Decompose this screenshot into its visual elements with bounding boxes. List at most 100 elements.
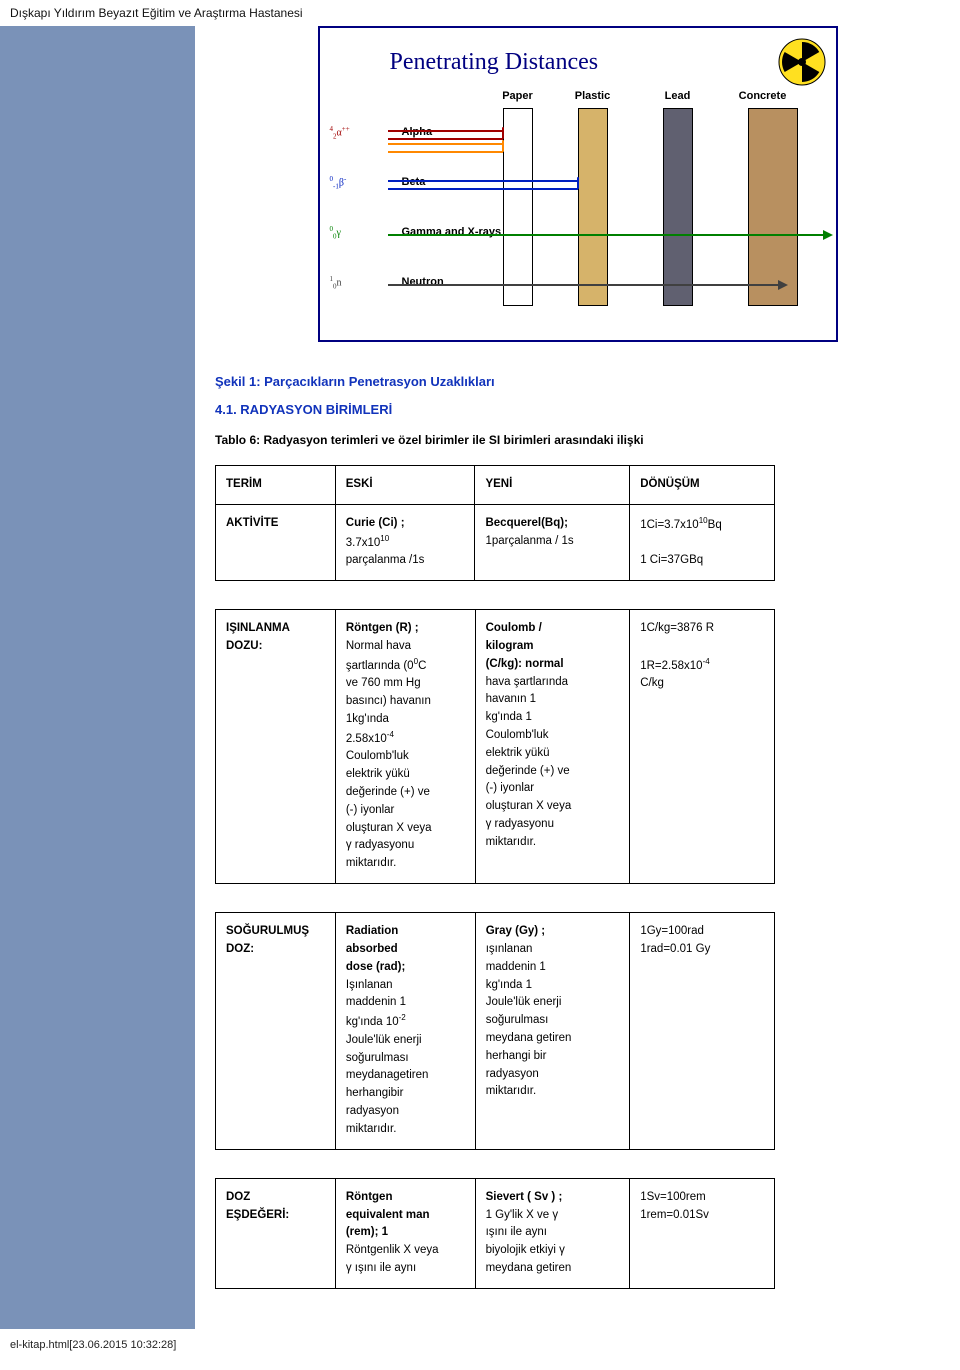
txt: IŞINLANMA — [226, 622, 290, 634]
table-row: DOZ EŞDEĞERİ: Röntgen equivalent man (re… — [216, 1178, 775, 1288]
activity-new-label: Becquerel(Bq); — [485, 517, 567, 529]
txt: (-) iyonlar — [346, 804, 395, 816]
txt: (C/kg): normal — [486, 658, 564, 670]
txt: maddenin 1 — [486, 961, 546, 973]
main-layout: Penetrating Distances Paper — [0, 26, 960, 1329]
table-row: IŞINLANMA DOZU: Röntgen (R) ; Normal hav… — [216, 610, 775, 884]
gamma-label: Gamma and X-rays — [402, 224, 502, 241]
header-donusum: DÖNÜŞÜM — [630, 466, 775, 505]
txt: 2.58x10 — [346, 733, 387, 745]
barrier-paper — [503, 108, 533, 306]
txt: ışını ile aynı — [486, 1226, 547, 1238]
txt: Radiation — [346, 925, 398, 937]
txt: Normal hava — [346, 640, 411, 652]
header-yeni: YENİ — [475, 466, 630, 505]
equiv-old: Röntgen equivalent man (rem); 1 Röntgenl… — [335, 1178, 475, 1288]
table-row: SOĞURULMUŞ DOZ: Radiation absorbed dose … — [216, 913, 775, 1150]
arrow-right-icon — [823, 230, 833, 240]
txt: 1Sv=100rem — [640, 1191, 706, 1203]
table-caption: Tablo 6: Radyasyon terimleri ve özel bir… — [215, 431, 940, 449]
txt: Coulomb / — [486, 622, 542, 634]
absorbed-old: Radiation absorbed dose (rad); Işınlanan… — [335, 913, 475, 1150]
txt: değerinde (+) ve — [486, 765, 570, 777]
barrier-concrete — [748, 108, 798, 306]
txt: biyolojik etkiyi γ — [486, 1244, 565, 1256]
txt: Joule'lük enerji — [486, 996, 562, 1008]
table-row: AKTİVİTE Curie (Ci) ; 3.7x1010 parçalanm… — [216, 504, 775, 580]
equiv-conv: 1Sv=100rem 1rem=0.01Sv — [630, 1178, 775, 1288]
txt: Gray (Gy) ; — [486, 925, 545, 937]
barrier-label-lead: Lead — [648, 88, 708, 105]
activity-old: Curie (Ci) ; 3.7x1010 parçalanma /1s — [335, 504, 475, 580]
activity-term: AKTİVİTE — [216, 504, 336, 580]
txt: maddenin 1 — [346, 996, 406, 1008]
txt: oluşturan X veya — [486, 800, 572, 812]
beta-prefix: 0-1β- — [330, 174, 347, 192]
txt: meydana getiren — [486, 1262, 572, 1274]
txt: 1C/kg=3876 R — [640, 622, 714, 634]
txt: Coulomb'luk — [346, 750, 409, 762]
txt: kilogram — [486, 640, 534, 652]
radiation-trefoil-icon — [778, 38, 826, 86]
penetration-diagram: Penetrating Distances Paper — [318, 26, 838, 342]
gamma-track — [388, 234, 828, 236]
txt: Röntgen (R) ; — [346, 622, 419, 634]
txt: soğurulması — [486, 1014, 549, 1026]
txt: C/kg — [640, 677, 664, 689]
table-row: TERİM ESKİ YENİ DÖNÜŞÜM — [216, 466, 775, 505]
txt: 1 Gy'lik X ve γ — [486, 1209, 559, 1221]
txt: soğurulması — [346, 1052, 409, 1064]
txt: 1 Ci=37GBq — [640, 554, 703, 566]
txt: DOZU: — [226, 640, 262, 652]
activity-conv: 1Ci=3.7x1010Bq 1 Ci=37GBq — [630, 504, 775, 580]
txt: EŞDEĞERİ: — [226, 1209, 289, 1221]
txt: 1Ci=3.7x10 — [640, 519, 699, 531]
txt: ışınlanan — [486, 943, 533, 955]
barrier-lead — [663, 108, 693, 306]
txt: 1rem=0.01Sv — [640, 1209, 709, 1221]
exposure-term: IŞINLANMA DOZU: — [216, 610, 336, 884]
txt: (-) iyonlar — [486, 782, 535, 794]
txt: SOĞURULMUŞ — [226, 925, 309, 937]
txt: dose (rad); — [346, 961, 405, 973]
activity-old-label: Curie (Ci) ; — [346, 517, 405, 529]
txt: miktarıdır. — [346, 1123, 396, 1135]
neutron-label: Neutron — [402, 274, 444, 291]
txt: hava şartlarında — [486, 676, 568, 688]
txt: (rem); 1 — [346, 1226, 388, 1238]
txt: 1kg'ında — [346, 713, 389, 725]
figure-caption: Şekil 1: Parçacıkların Penetrasyon Uzakl… — [215, 372, 940, 392]
barrier-label-paper: Paper — [488, 88, 548, 105]
txt: havanın 1 — [486, 693, 537, 705]
units-table-1: TERİM ESKİ YENİ DÖNÜŞÜM AKTİVİTE Curie (… — [215, 465, 775, 581]
txt: Röntgen — [346, 1191, 393, 1203]
txt: 1rad=0.01 Gy — [640, 943, 710, 955]
exposure-new: Coulomb / kilogram (C/kg): normal hava ş… — [475, 610, 630, 884]
txt: değerinde (+) ve — [346, 786, 430, 798]
arrow-right-icon — [778, 280, 788, 290]
txt: 10 — [380, 534, 389, 543]
header-eski: ESKİ — [335, 466, 475, 505]
txt: DOZ — [226, 1191, 250, 1203]
page-footer: el-kitap.html[23.06.2015 10:32:28] — [0, 1329, 960, 1361]
diagram-title: Penetrating Distances — [330, 44, 599, 80]
gamma-prefix: 00γ — [330, 224, 341, 242]
txt: oluşturan X veya — [346, 822, 432, 834]
absorbed-term: SOĞURULMUŞ DOZ: — [216, 913, 336, 1150]
alpha-track-b — [388, 143, 503, 153]
alpha-track-a — [388, 130, 503, 140]
txt: basıncı) havanın — [346, 695, 431, 707]
txt: Bq — [708, 519, 722, 531]
txt: ve 760 mm Hg — [346, 677, 421, 689]
txt: meydanagetiren — [346, 1069, 428, 1081]
txt: Işınlanan — [346, 979, 393, 991]
txt: DOZ: — [226, 943, 254, 955]
txt: elektrik yükü — [346, 768, 410, 780]
txt: Joule'lük enerji — [346, 1034, 422, 1046]
alpha-prefix: 42α++ — [330, 124, 350, 142]
txt: elektrik yükü — [486, 747, 550, 759]
txt: -4 — [703, 657, 710, 666]
txt: kg'ında 1 — [486, 979, 532, 991]
txt: equivalent man — [346, 1209, 430, 1221]
equiv-term: DOZ EŞDEĞERİ: — [216, 1178, 336, 1288]
